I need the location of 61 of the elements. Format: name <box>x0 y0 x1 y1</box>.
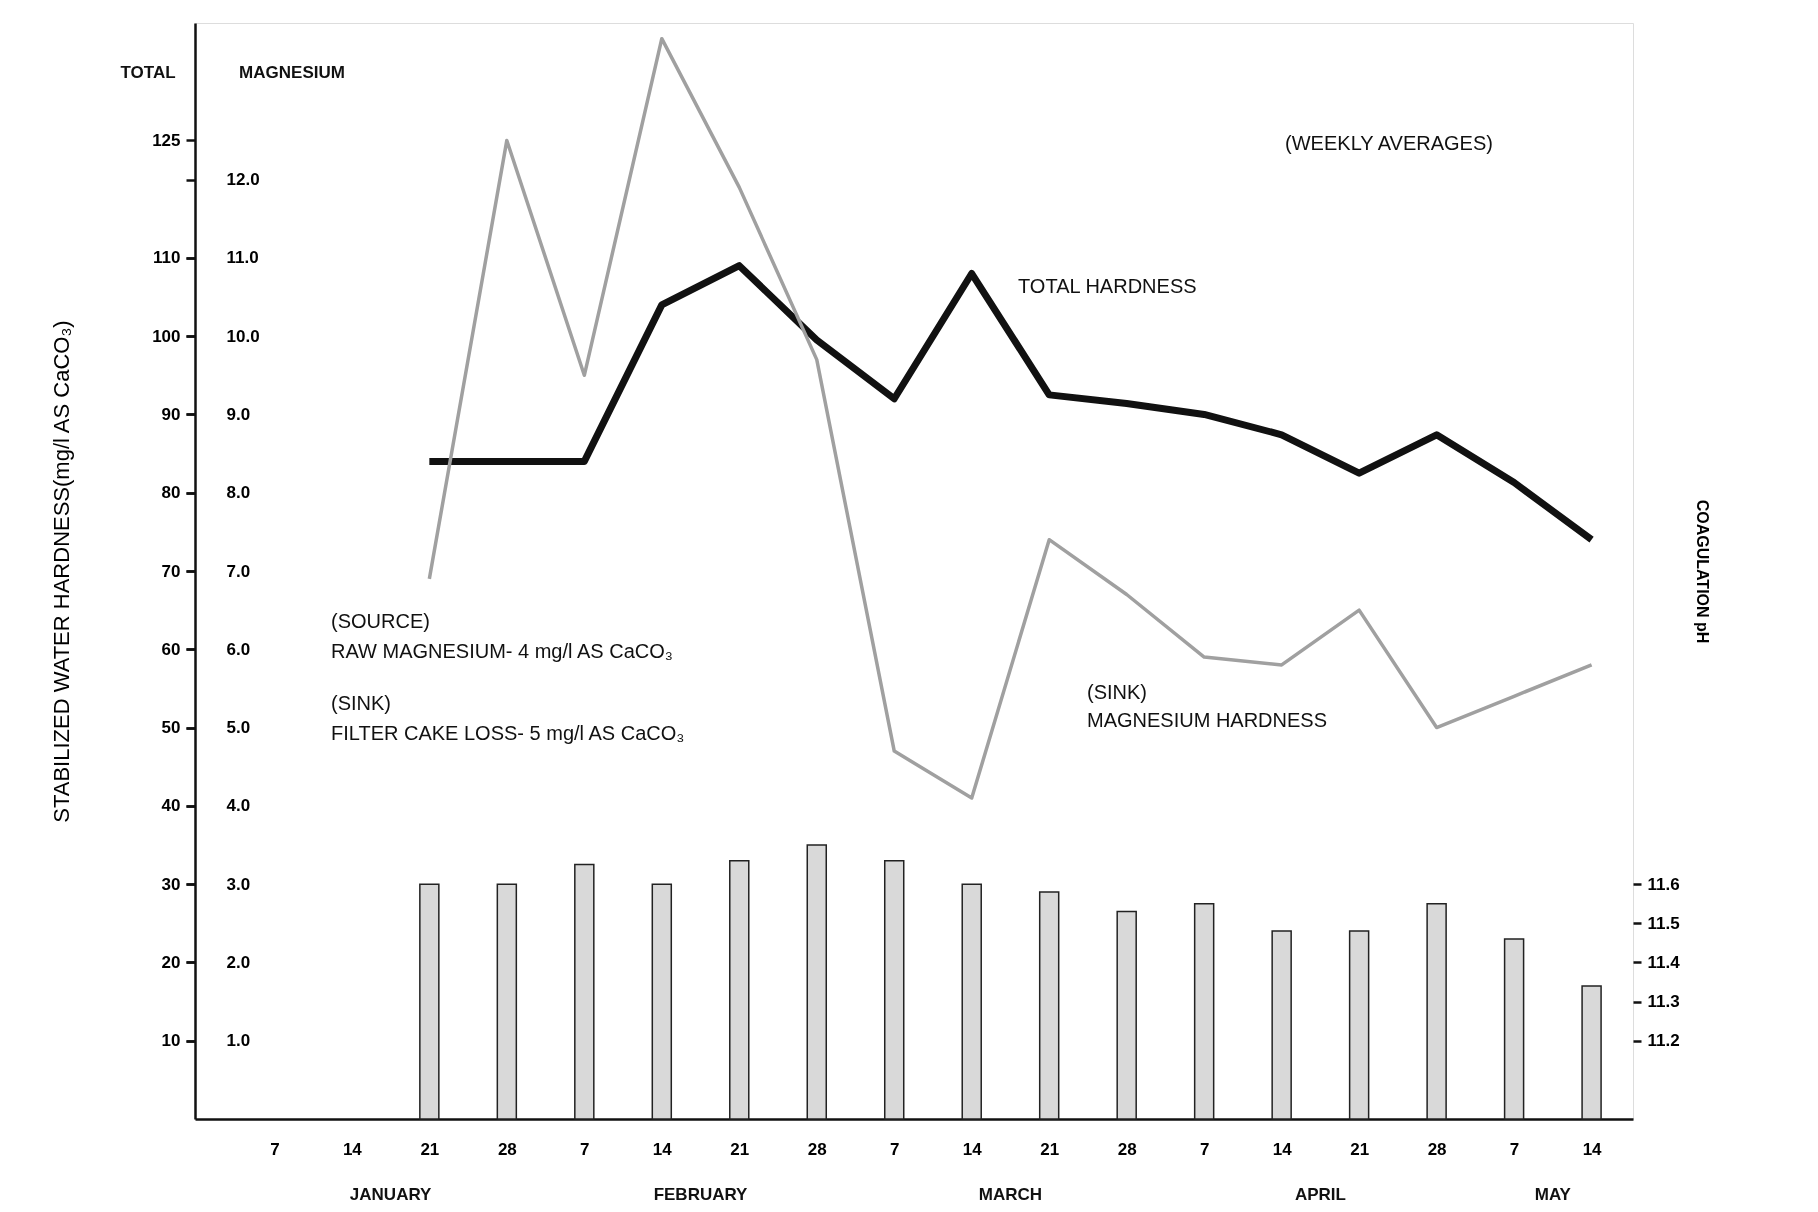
y3-tick-label: 6.0 <box>226 639 251 659</box>
y2-tick-label: 11.5 <box>1647 913 1680 933</box>
text: TOTAL <box>120 63 176 82</box>
x-tick-label: 21 <box>730 1139 750 1159</box>
y-tick-label: 50 <box>161 718 181 738</box>
y3-tick-label: 3.0 <box>226 874 251 894</box>
x-tick-label: 14 <box>342 1139 363 1159</box>
x-tick-label: 14 <box>962 1139 983 1159</box>
y-tick-label: 10 <box>161 1031 181 1051</box>
annotation: (WEEKLY AVERAGES) <box>1285 132 1493 154</box>
x-tick-label: 7 <box>1509 1139 1520 1159</box>
x-tick-label: 21 <box>420 1139 440 1159</box>
x-tick-label: 21 <box>1040 1139 1060 1159</box>
y3-tick-label: 4.0 <box>226 796 251 816</box>
x-tick-label: 14 <box>652 1139 673 1159</box>
y-tick-label: 40 <box>161 796 181 816</box>
y3-tick-label: 2.0 <box>226 952 251 972</box>
x-tick-label: 21 <box>1350 1139 1370 1159</box>
y3-tick-label: 11.0 <box>226 248 259 268</box>
series-label: TOTAL HARDNESS <box>1018 275 1197 297</box>
text: FEBRUARY <box>653 1185 749 1204</box>
annotation: (SOURCE) RAW MAGNESIUM- 4 mg/l AS CaCO₃ <box>331 610 673 662</box>
x-tick-label: 7 <box>890 1139 900 1159</box>
text: APRIL <box>1294 1185 1346 1204</box>
x-tick-label: 28 <box>1427 1139 1447 1159</box>
y-tick-label: 30 <box>161 874 181 894</box>
y-tick-label: 20 <box>161 952 181 972</box>
x-tick-label: 7 <box>1199 1139 1210 1159</box>
y-tick-label: 110 <box>153 248 181 268</box>
y-tick-label: 100 <box>152 326 181 346</box>
y3-tick-label: 1.0 <box>226 1031 251 1051</box>
y3-tick-label: 7.0 <box>226 561 251 581</box>
y2-tick-label: 11.4 <box>1647 952 1681 972</box>
y-tick-label: 90 <box>161 404 181 424</box>
x-tick-label: 28 <box>497 1139 517 1159</box>
y2-axis-title: COAGULATION pH <box>1693 499 1711 644</box>
y-tick-label: 70 <box>161 561 181 581</box>
annotation: MAGNESIUM <box>239 63 345 82</box>
x-tick-label: 28 <box>807 1139 827 1159</box>
y3-tick-label: 5.0 <box>226 718 251 738</box>
y-tick-label: 80 <box>161 483 181 503</box>
y3-tick-label: 9.0 <box>226 404 251 424</box>
y3-tick-label: 12.0 <box>226 170 260 190</box>
y2-tick-label: 11.3 <box>1647 992 1680 1012</box>
x-tick-label: 7 <box>270 1139 280 1159</box>
series-label: (SINK) MAGNESIUM HARDNESS <box>1087 681 1328 731</box>
y2-tick-label: 11.2 <box>1647 1031 1680 1051</box>
text: JANUARY <box>349 1185 433 1204</box>
y-tick-label: 60 <box>161 639 181 659</box>
annotation: (SINK) FILTER CAKE LOSS- 5 mg/l AS CaCO₃ <box>331 692 685 744</box>
y3-tick-label: 8.0 <box>226 483 251 503</box>
x-tick-label: 14 <box>1272 1139 1293 1159</box>
y3-tick-label: 10.0 <box>226 326 260 346</box>
y-tick-label: 125 <box>152 130 181 150</box>
x-tick-label: 14 <box>1582 1139 1603 1159</box>
text: MAY <box>1534 1185 1572 1204</box>
y2-tick-label: 11.6 <box>1647 874 1680 894</box>
x-tick-label: 28 <box>1117 1139 1137 1159</box>
x-tick-label: 7 <box>580 1139 590 1159</box>
y-axis-title: STABILIZED WATER HARDNESS(mg/l AS CaCO₃) <box>49 320 75 823</box>
text: MARCH <box>978 1185 1043 1204</box>
